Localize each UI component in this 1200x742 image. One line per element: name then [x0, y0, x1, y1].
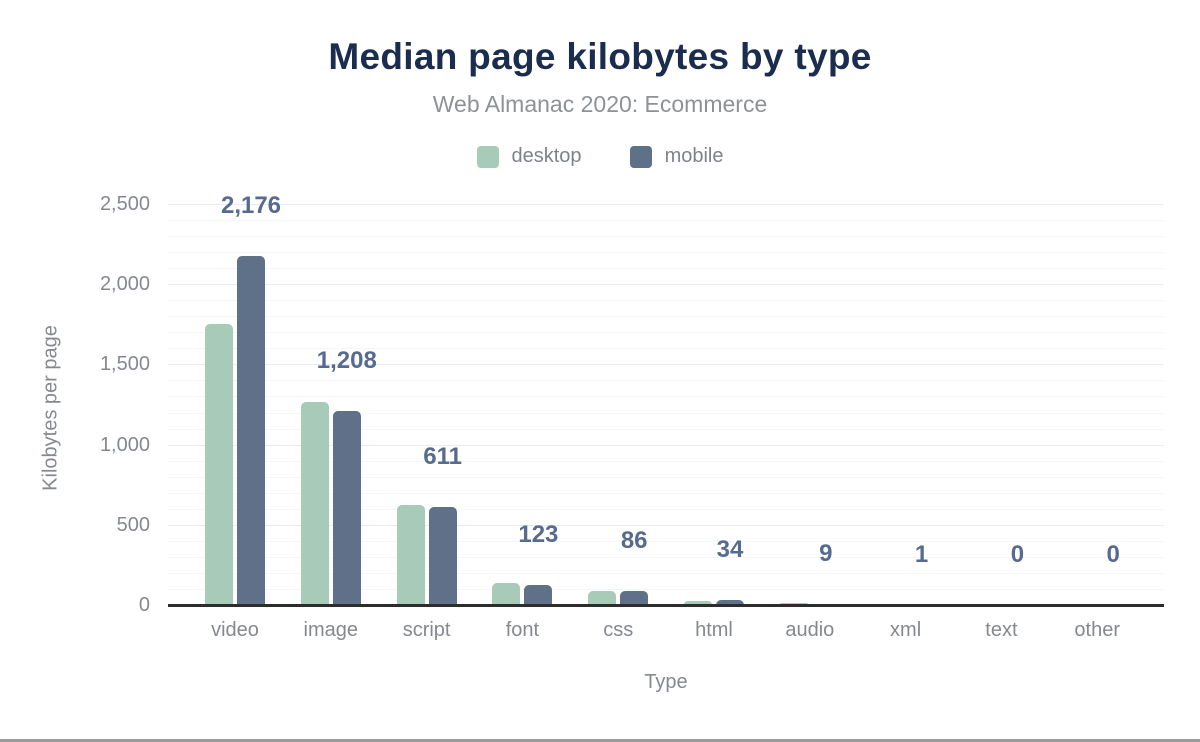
value-label-font: 123 [518, 521, 559, 549]
gridline-2400 [168, 220, 1164, 222]
gridline-2200 [168, 252, 1164, 254]
legend-label-mobile: mobile [664, 145, 724, 167]
gridline-900 [168, 460, 1164, 462]
category-label-video: video [211, 619, 259, 641]
gridline-1100 [168, 428, 1164, 430]
bar-desktop-css [588, 590, 617, 605]
value-label-image: 1,208 [316, 347, 377, 375]
category-label-font: font [505, 619, 540, 641]
gridline-1500 [168, 364, 1164, 366]
category-label-xml: xml [890, 619, 922, 641]
plot-area: 0 500 1,000 1,500 2,000 2,500 2,176 video 1,208 i… [100, 193, 1164, 641]
category-label-image: image [303, 619, 359, 641]
bar-desktop-font [492, 583, 521, 605]
legend: desktop mobile [0, 145, 1200, 168]
y-tick-1500: 1,500 [99, 353, 150, 376]
value-label-css: 86 [620, 527, 648, 555]
gridline-700 [168, 492, 1164, 494]
gridline-300 [168, 556, 1164, 558]
legend-swatch-mobile [629, 145, 652, 168]
category-label-audio: audio [785, 619, 835, 641]
gridline-500 [168, 524, 1164, 526]
value-label-video: 2,176 [220, 191, 282, 219]
y-tick-500: 500 [116, 513, 150, 536]
value-label-text: 0 [1010, 541, 1025, 568]
value-label-xml: 1 [914, 540, 929, 568]
bar-mobile-script [428, 507, 457, 605]
value-label-script: 611 [423, 442, 462, 470]
bar-mobile-video [237, 255, 265, 605]
bar-desktop-script [396, 505, 425, 605]
chart-subtitle: Web Almanac 2020: Ecommerce [432, 91, 768, 117]
chart-title: Median page kilobytes by type [328, 36, 872, 77]
value-label-html: 34 [716, 535, 744, 563]
gridline-2100 [168, 268, 1164, 270]
category-label-text: text [985, 619, 1018, 641]
value-label-audio: 9 [819, 539, 833, 567]
y-tick-2000: 2,000 [99, 273, 150, 296]
gridline-800 [168, 476, 1164, 478]
bar-desktop-image [300, 401, 329, 605]
bar-mobile-css [620, 591, 649, 605]
bar-mobile-image [332, 411, 361, 605]
y-tick-1000: 1,000 [99, 433, 150, 456]
gridline-1700 [168, 332, 1164, 334]
y-axis-title: Kilobytes per page [39, 325, 62, 491]
gridline-1400 [168, 380, 1164, 382]
gridline-1600 [168, 348, 1164, 350]
y-tick-0: 0 [138, 594, 150, 616]
gridline-200 [168, 572, 1164, 574]
bar-mobile-font [524, 585, 553, 605]
legend-label-desktop: desktop [511, 145, 582, 167]
gridline-1200 [168, 412, 1164, 414]
gridline-1900 [168, 300, 1164, 302]
bar-mobile-html [716, 599, 744, 605]
y-tick-2500: 2,500 [99, 193, 150, 215]
legend-swatch-desktop [476, 145, 499, 168]
category-label-other: other [1074, 619, 1120, 641]
category-label-html: html [695, 619, 733, 641]
x-axis-title: Type [644, 671, 688, 693]
gridline-2500 [168, 204, 1164, 205]
value-label-other: 0 [1106, 541, 1120, 568]
gridline-100 [168, 588, 1164, 590]
bar-desktop-video [205, 324, 233, 605]
gridline-1000 [168, 444, 1164, 446]
gridline-1800 [168, 316, 1164, 318]
bar-desktop-html [684, 600, 712, 605]
x-axis-line [168, 604, 1164, 607]
legend-item-mobile: mobile [629, 145, 724, 168]
gridline-600 [168, 508, 1164, 510]
gridline-400 [168, 540, 1164, 542]
category-label-script: script [402, 619, 451, 641]
category-label-css: css [603, 619, 634, 641]
gridline-1300 [168, 396, 1164, 398]
bar-desktop-audio [779, 602, 808, 605]
gridline-2300 [168, 236, 1164, 238]
gridline-2000 [168, 284, 1164, 286]
legend-item-desktop: desktop [476, 145, 582, 168]
